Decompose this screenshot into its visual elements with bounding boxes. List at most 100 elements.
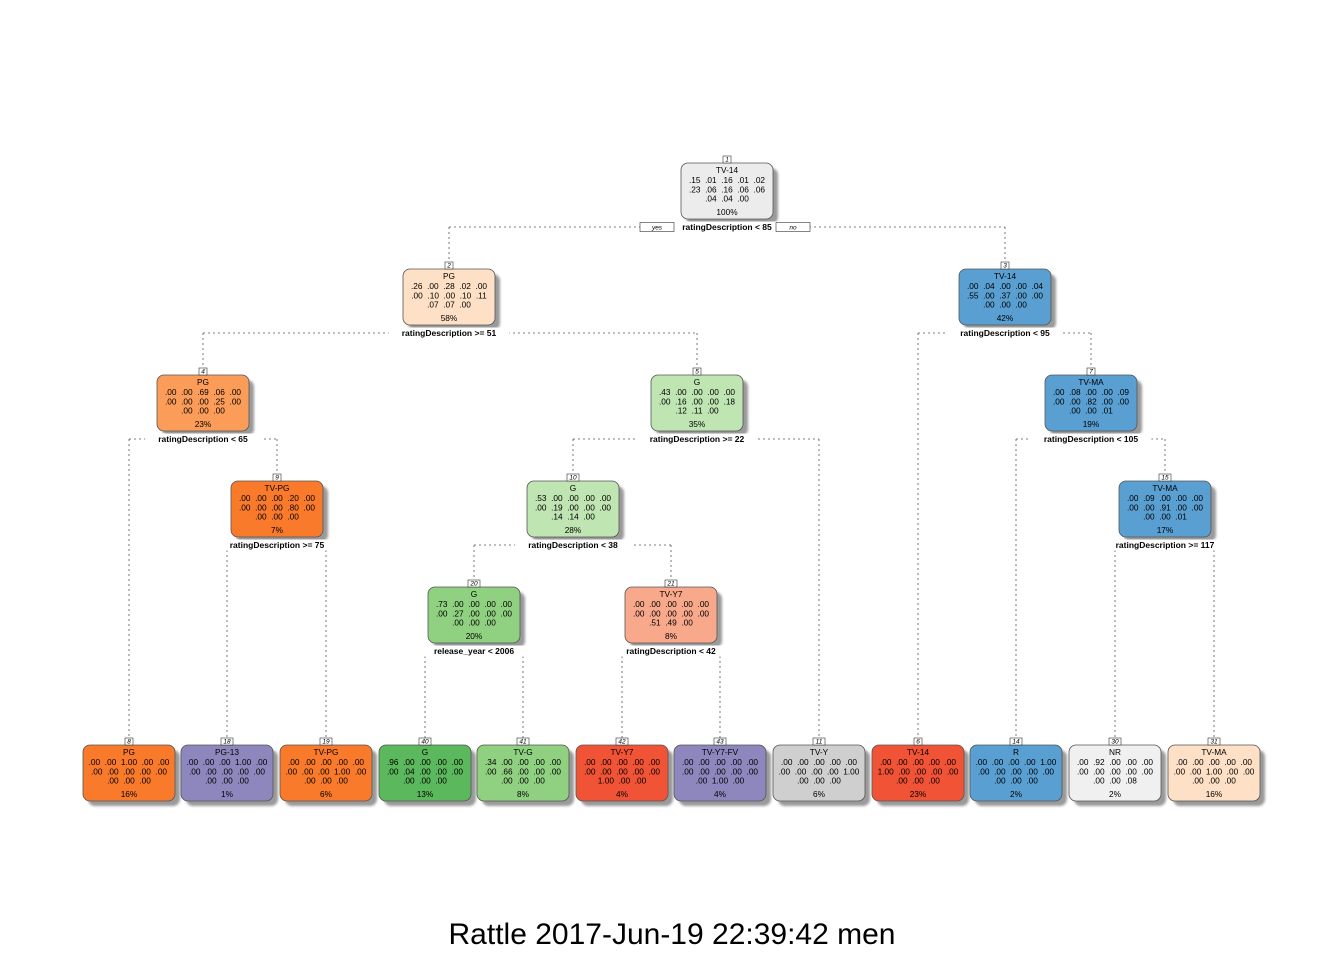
- node-prob-row: .00 .00 1.00 .00 .00: [1174, 766, 1255, 776]
- node-prob-row: .00 .00 .00 .00 1.00: [976, 757, 1057, 767]
- split-label: ratingDescription < 105: [1044, 434, 1139, 444]
- split-label-bg: [1102, 539, 1228, 551]
- node-prob-row: .15 .01 .16 .01 .02: [689, 175, 765, 185]
- tree-node-14: 14R.00 .00 .00 .00 1.00.00 .00 .00 .00 .…: [969, 737, 1067, 806]
- node-prob-row: .00 .00 1.00 .00 .00: [89, 757, 170, 767]
- node-class-label: G: [471, 589, 477, 599]
- node-number: 2: [446, 263, 451, 270]
- split-label-bg: [613, 645, 729, 657]
- node-prob-row: .00 .19 .00 .00 .00: [535, 502, 611, 512]
- node-percent: 35%: [689, 419, 706, 429]
- node-number-box: [1000, 261, 1010, 270]
- node-percent: 1%: [221, 789, 234, 799]
- node-prob-row: .00 .00 .00 1.00 .00: [286, 766, 367, 776]
- node-class-label: R: [1013, 747, 1019, 757]
- node-class-label: TV-PG: [314, 747, 339, 757]
- split-label: ratingDescription >= 75: [230, 540, 325, 550]
- yes-label-text: yes: [651, 224, 663, 231]
- tree-node-40: 40G.96 .00 .00 .00 .00.00 .04 .00 .00 .0…: [378, 737, 476, 806]
- node-class-label: TV-G: [513, 747, 532, 757]
- node-prob-row: .00 .00 .00: [983, 300, 1027, 310]
- node-prob-row: .00 .00 .00: [403, 776, 447, 786]
- node-percent: 42%: [997, 313, 1014, 323]
- node-percent: 28%: [565, 525, 582, 535]
- node-number-box: [566, 473, 580, 482]
- node-number-box: [615, 737, 629, 746]
- tree-nodes: 1TV-14.15 .01 .16 .01 .02.23 .06 .16 .06…: [82, 155, 1265, 806]
- node-prob-row: .00 .00 .00 1.00 .00: [187, 757, 268, 767]
- node-class-label: PG: [197, 377, 209, 387]
- node-percent: 2%: [1010, 789, 1023, 799]
- node-number-box: [272, 473, 282, 482]
- node-prob-row: 1.00 .00 .00: [598, 776, 647, 786]
- node-prob-row: .34 .00 .00 .00 .00: [485, 757, 561, 767]
- node-prob-row: .00 .00 .00: [205, 776, 249, 786]
- node-prob-row: .00 .00 .00 .00 .00: [781, 757, 857, 767]
- node-class-label: TV-Y7-FV: [702, 747, 739, 757]
- node-number: 41: [519, 739, 527, 746]
- node-prob-row: .14 .14 .00: [551, 512, 595, 522]
- node-number: 19: [322, 739, 330, 746]
- node-class-label: TV-Y7: [659, 589, 682, 599]
- node-prob-row: .26 .00 .28 .02 .00: [411, 281, 487, 291]
- no-edge-label: no: [775, 222, 811, 232]
- node-number-box: [1086, 367, 1096, 376]
- node-percent: 6%: [320, 789, 333, 799]
- node-prob-row: .04 .04 .00: [705, 194, 749, 204]
- node-prob-row: .00 .00 .00 .00 .00: [1077, 766, 1153, 776]
- node-prob-row: .00 .00 .00 .00 .00: [682, 757, 758, 767]
- node-percent: 58%: [441, 313, 458, 323]
- node-class-label: PG: [443, 271, 455, 281]
- tree-node-9: 9TV-PG.00 .00 .00 .20 .00.00 .00 .00 .80…: [216, 473, 338, 551]
- tree-node-10: 10G.53 .00 .00 .00 .00.00 .19 .00 .00 .0…: [515, 473, 631, 551]
- tree-node-6: 6TV-14.00 .00 .00 .00 .001.00 .00 .00 .0…: [871, 737, 969, 806]
- node-prob-row: .00 .00 .01: [1069, 406, 1113, 416]
- node-number-box: [664, 579, 678, 588]
- node-class-label: G: [422, 747, 428, 757]
- node-number-box: [444, 261, 454, 270]
- split-label-bg: [216, 539, 338, 551]
- node-percent: 2%: [1109, 789, 1122, 799]
- node-number-box: [220, 737, 234, 746]
- node-number: 9: [275, 475, 279, 482]
- node-prob-row: .00 .00 .00 .00 .00: [682, 766, 758, 776]
- tree-node-2: 2PG.26 .00 .28 .02 .00.00 .10 .00 .10 .1…: [388, 261, 510, 339]
- node-prob-row: .00 .92 .00 .00 .00: [1077, 757, 1153, 767]
- node-prob-row: .12 .11 .00: [675, 406, 719, 416]
- tree-node-5: 5G.43 .00 .00 .00 .00.00 .16 .00 .00 .18…: [636, 367, 758, 445]
- node-prob-row: .43 .00 .00 .00 .00: [659, 387, 735, 397]
- node-number-box: [467, 579, 481, 588]
- node-prob-row: .23 .06 .16 .06 .06: [689, 184, 765, 194]
- node-prob-row: .00 .00 .00 .00 .00: [978, 766, 1054, 776]
- node-number-box: [713, 737, 727, 746]
- node-number-box: [692, 367, 702, 376]
- node-class-label: TV-Y: [810, 747, 829, 757]
- tree-node-20: 20G.73 .00 .00 .00 .00.00 .27 .00 .00 .0…: [423, 579, 525, 657]
- node-prob-row: .00 .00 .00: [452, 618, 496, 628]
- split-label-bg: [145, 433, 261, 445]
- node-prob-row: .00 .27 .00 .00 .00: [436, 608, 512, 618]
- node-prob-row: .00 .00 .00 .00 .00: [189, 766, 265, 776]
- node-class-label: TV-MA: [1201, 747, 1227, 757]
- node-class-label: TV-14: [994, 271, 1017, 281]
- node-class-label: TV-14: [907, 747, 930, 757]
- node-number: 5: [695, 369, 699, 376]
- node-prob-row: 1.00 .00 .00 .00 .00: [878, 766, 959, 776]
- node-prob-row: .00 .00 .00 .00 .00: [1176, 757, 1252, 767]
- tree-node-1: 1TV-14.15 .01 .16 .01 .02.23 .06 .16 .06…: [669, 155, 785, 233]
- node-number: 6: [916, 739, 920, 746]
- node-prob-row: .07 .07 .00: [427, 300, 471, 310]
- node-number: 7: [1089, 369, 1093, 376]
- node-class-label: TV-14: [716, 165, 739, 175]
- no-label-text: no: [789, 224, 797, 231]
- node-percent: 20%: [466, 631, 483, 641]
- node-class-label: PG-13: [215, 747, 239, 757]
- node-number-box: [1207, 737, 1221, 746]
- node-class-label: TV-MA: [1152, 483, 1178, 493]
